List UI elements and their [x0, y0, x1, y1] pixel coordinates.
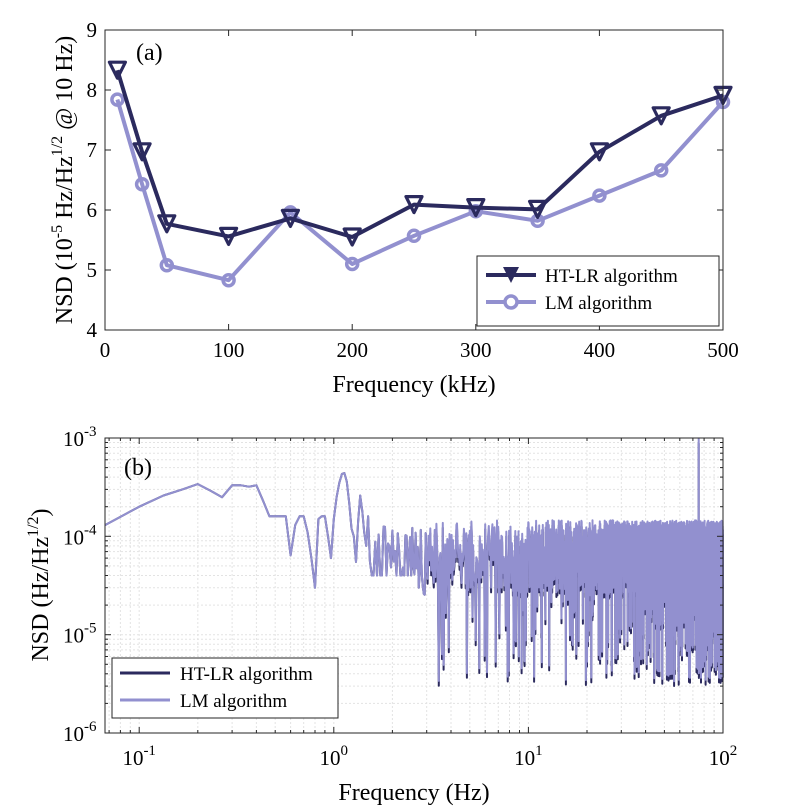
point-a-lm: [221, 272, 236, 288]
point-a-ht-lr: [107, 60, 127, 80]
chart-b-ylabel-part1: NSD (Hz/Hz: [28, 537, 54, 662]
chart-b-xtick-label: 10-1: [122, 743, 156, 770]
chart-a-ylabel-part2: Hz/Hz: [52, 156, 78, 225]
chart-a-xtick-label: 500: [707, 338, 739, 362]
chart-a-panel-label: (a): [136, 40, 163, 66]
legend-b-ht-lr-label: HT-LR algorithm: [180, 664, 313, 685]
chart-b-ticks: 10-1 100 101 102 10-6 10-5 10-4 10-3: [63, 424, 737, 770]
point-a-lm: [159, 257, 175, 273]
point-a-ht-lr: [280, 208, 300, 228]
chart-b-xtick-label: 102: [709, 743, 738, 770]
chart-b-ylabel: NSD (Hz/Hz1/2): [25, 508, 54, 661]
point-a-ht-lr: [651, 106, 671, 126]
chart-b-xtick-label: 101: [514, 743, 543, 770]
point-a-lm: [592, 188, 607, 203]
legend-a-lm-label: LM algorithm: [545, 293, 652, 314]
chart-a-ytick-label: 7: [87, 138, 98, 162]
chart-b-panel-label: (b): [124, 455, 152, 481]
point-a-ht-lr: [342, 227, 362, 247]
chart-a-xtick-label: 0: [100, 338, 111, 362]
legend-a-lm-marker: [503, 294, 519, 310]
legend-a-ht-lr-marker: [503, 267, 519, 283]
legend-b-lm-label: LM algorithm: [180, 691, 287, 712]
chart-a-ytick-label: 4: [87, 318, 98, 342]
point-a-ht-lr: [589, 142, 609, 162]
chart-b-ytick-label: 10-6: [63, 719, 97, 746]
chart-a-xtick-label: 400: [584, 338, 616, 362]
chart-a-ylabel: NSD (10-5 Hz/Hz1/2 @ 10 Hz): [49, 36, 78, 325]
chart-b-legend: HT-LR algorithm LM algorithm: [111, 657, 339, 719]
point-a-ht-lr: [132, 142, 152, 162]
chart-a-ticks: 0 100 200 300 400 500 4 5 6 7 8 9: [87, 18, 739, 362]
chart-a-ytick-label: 9: [87, 18, 98, 42]
chart-b-ytick-label: 10-4: [63, 522, 97, 549]
chart-a-ytick-label: 5: [87, 258, 98, 282]
chart-b: 10-1 100 101 102 10-6 10-5 10-4 10-3 (b) Freque…: [25, 424, 737, 806]
chart-b-ytick-label: 10-5: [63, 621, 97, 648]
point-a-ht-lr: [219, 226, 239, 246]
series-a-lm-line: [115, 99, 725, 283]
chart-b-series: [104, 437, 724, 687]
chart-a-xtick-label: 100: [213, 338, 245, 362]
chart-a-ylabel-exp2: 1/2: [49, 136, 66, 156]
chart-a-ylabel-part1: NSD (10: [52, 238, 78, 324]
chart-a-xtick-label: 300: [460, 338, 492, 362]
chart-a-xlabel: Frequency (kHz): [332, 372, 495, 398]
chart-a-ylabel-part3: @ 10 Hz): [52, 36, 78, 136]
chart-a-ytick-label: 8: [87, 78, 98, 102]
point-a-lm: [134, 176, 150, 192]
point-a-lm: [406, 228, 422, 244]
chart-b-ytick-label: 10-3: [63, 424, 97, 451]
point-a-ht-lr: [466, 198, 486, 218]
chart-b-ylabel-part2: ): [28, 508, 54, 516]
chart-b-xtick-label: 100: [320, 743, 349, 770]
point-a-lm: [344, 256, 360, 272]
point-a-ht-lr: [157, 214, 177, 234]
chart-a-legend: HT-LR algorithm LM algorithm: [476, 255, 720, 327]
point-a-lm: [110, 92, 125, 107]
chart-b-frame: [104, 437, 724, 734]
point-a-ht-lr: [528, 199, 548, 219]
chart-b-xlabel: Frequency (Hz): [338, 780, 489, 806]
chart-a-frame: [104, 29, 724, 331]
chart-a-xtick-label: 200: [336, 338, 368, 362]
chart-a-ylabel-exp1: -5: [49, 225, 66, 238]
point-a-lm: [653, 163, 669, 178]
chart-a: 0 100 200 300 400 500 4 5 6 7 8 9 (a) Frequency (kH…: [49, 18, 739, 398]
chart-b-ylabel-exp: 1/2: [25, 516, 42, 536]
chart-b-legend-box: [111, 657, 339, 719]
legend-a-ht-lr-label: HT-LR algorithm: [545, 266, 678, 287]
series-b-lm-line: [104, 437, 724, 683]
point-a-ht-lr: [404, 195, 424, 215]
chart-a-ytick-label: 6: [87, 198, 98, 222]
series-a-ht-lr-line: [115, 69, 724, 239]
